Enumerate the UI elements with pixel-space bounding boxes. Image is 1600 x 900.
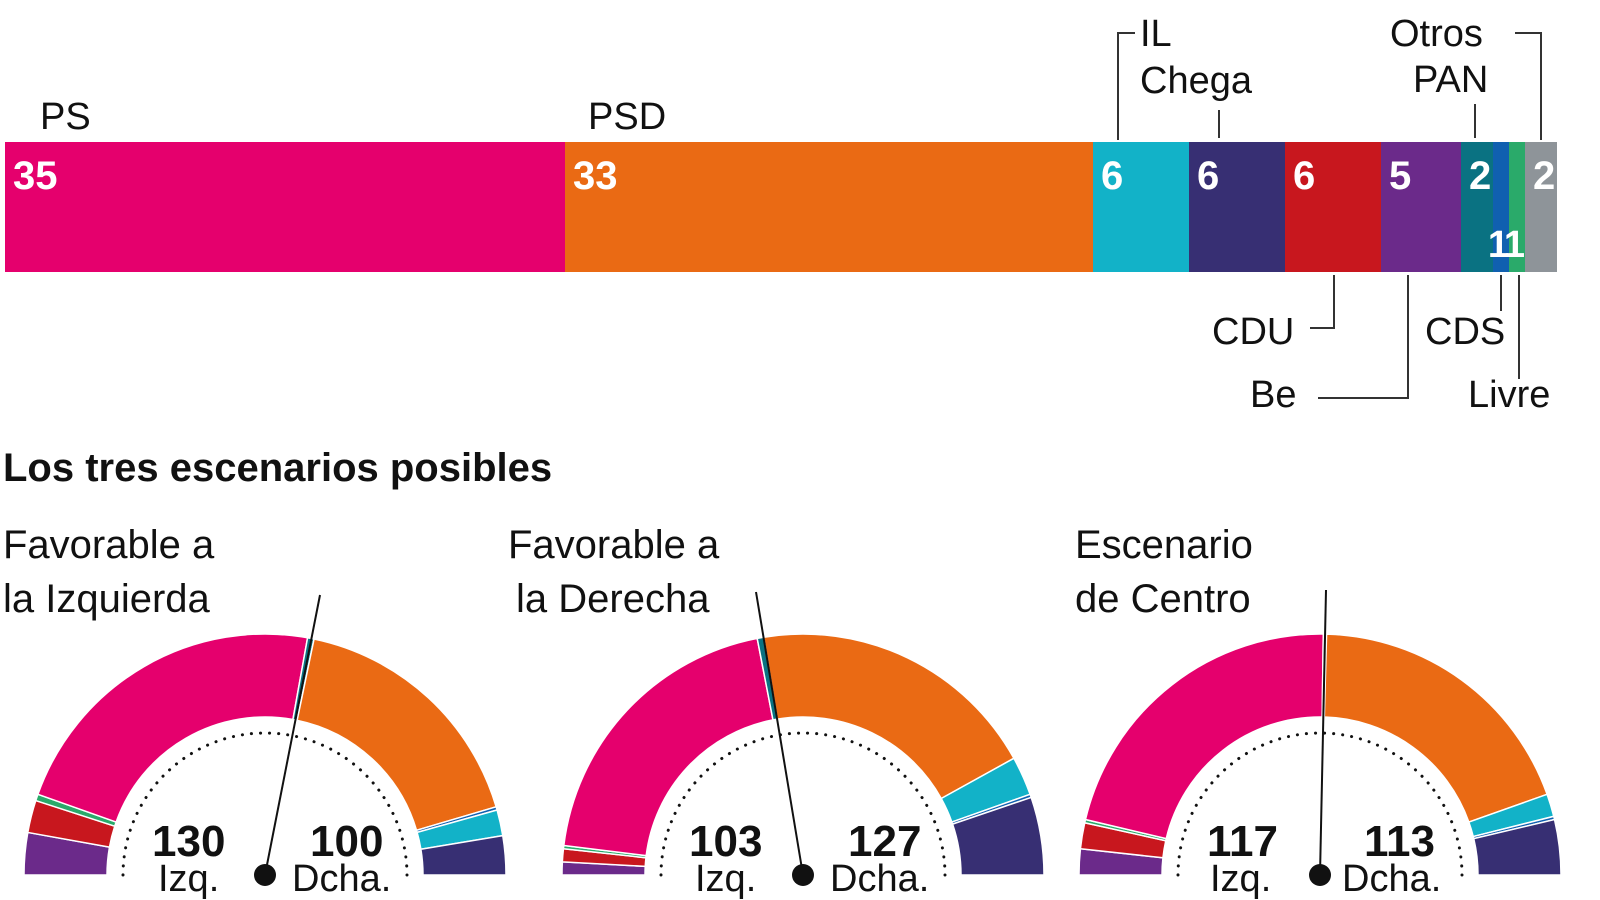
right-label-3: Dcha.	[1342, 858, 1442, 900]
bar-segment-livre: 1	[1504, 142, 1525, 272]
bar-value-psd: 33	[573, 154, 618, 198]
bar-segment-be: 5	[1381, 142, 1461, 272]
arc-psd	[1323, 633, 1549, 824]
section-title: Los tres escenarios posibles	[3, 446, 553, 490]
leader-chega	[1218, 110, 1220, 138]
scenario-title-3: Escenario de Centro	[1075, 518, 1253, 626]
label-livre: Livre	[1468, 374, 1551, 416]
arc-ps	[36, 633, 309, 824]
left-label-3: Izq.	[1210, 858, 1272, 900]
bar-value-be: 5	[1389, 154, 1412, 198]
label-otros: Otros	[1390, 13, 1483, 55]
leader-il	[1117, 32, 1135, 140]
right-label-1: Dcha.	[292, 858, 392, 900]
title-line: de Centro	[1075, 577, 1251, 621]
leader-pan	[1474, 104, 1476, 138]
title-line: Favorable a	[508, 523, 720, 567]
leader-be	[1318, 275, 1409, 399]
label-cdu: CDU	[1212, 311, 1295, 353]
title-line: la Derecha	[516, 577, 710, 621]
arc-chega	[1472, 818, 1562, 876]
left-total-2: 103	[689, 817, 763, 866]
needle	[755, 591, 804, 876]
bar-value-otros: 2	[1532, 154, 1556, 198]
label-cds: CDS	[1425, 311, 1506, 353]
bar-value-il: 6	[1101, 154, 1124, 198]
right-total-2: 127	[848, 817, 922, 866]
bar-value-livre: 1	[1503, 224, 1525, 266]
needle-pivot	[1309, 864, 1331, 886]
right-label-2: Dcha.	[830, 858, 930, 900]
label-pan: PAN	[1413, 59, 1489, 101]
leader-livre	[1518, 275, 1520, 379]
arc-ps	[1084, 633, 1325, 840]
bar-segment-psd: 33	[565, 142, 1093, 272]
arc-psd	[296, 638, 498, 832]
arc-chega	[420, 834, 507, 876]
bar-value-cds: 1	[1487, 224, 1509, 266]
left-total-1: 130	[152, 817, 226, 866]
bar-segment-pan: 2	[1461, 142, 1493, 272]
left-label-1: Izq.	[158, 858, 220, 900]
label-il: IL	[1140, 13, 1172, 55]
leader-otros	[1515, 32, 1542, 140]
needle	[264, 594, 321, 876]
label-chega: Chega	[1140, 60, 1252, 102]
scenario-title-1: Favorable a la Izquierda	[3, 518, 214, 626]
needle	[1319, 589, 1327, 876]
bar-segment-cdu: 6	[1285, 142, 1381, 272]
scenario-title-2: Favorable a la Derecha	[508, 518, 719, 626]
label-psd: PSD	[588, 96, 667, 138]
leader-cdu	[1310, 275, 1335, 329]
right-total-3: 113	[1364, 817, 1435, 866]
arc-psd	[762, 633, 1015, 800]
left-label-2: Izq.	[695, 858, 757, 900]
title-line: Favorable a	[3, 523, 215, 567]
bar-segment-ps: 35	[5, 142, 565, 272]
needle-pivot	[792, 864, 814, 886]
needle-pivot	[254, 864, 276, 886]
label-ps: PS	[40, 96, 91, 138]
bar-value-cdu: 6	[1293, 154, 1316, 198]
bar-value-chega: 6	[1197, 154, 1220, 198]
label-be: Be	[1250, 374, 1297, 416]
leader-cds	[1500, 275, 1502, 311]
left-total-3: 117	[1207, 817, 1278, 866]
right-total-1: 100	[310, 817, 384, 866]
bar-segment-otros: 2	[1524, 142, 1557, 272]
arc-chega	[951, 796, 1045, 876]
bar-value-pan: 2	[1469, 154, 1492, 198]
bar-segment-il: 6	[1093, 142, 1189, 272]
title-line: la Izquierda	[3, 577, 210, 621]
stacked-bar: 35 33 6 6 6 5 2 1 1 2	[5, 142, 1557, 272]
bar-segment-chega: 6	[1189, 142, 1285, 272]
bar-segment-cds: 1	[1488, 142, 1509, 272]
bar-value-ps: 35	[13, 154, 58, 198]
arc-ps	[562, 637, 774, 857]
title-line: Escenario	[1075, 523, 1253, 567]
